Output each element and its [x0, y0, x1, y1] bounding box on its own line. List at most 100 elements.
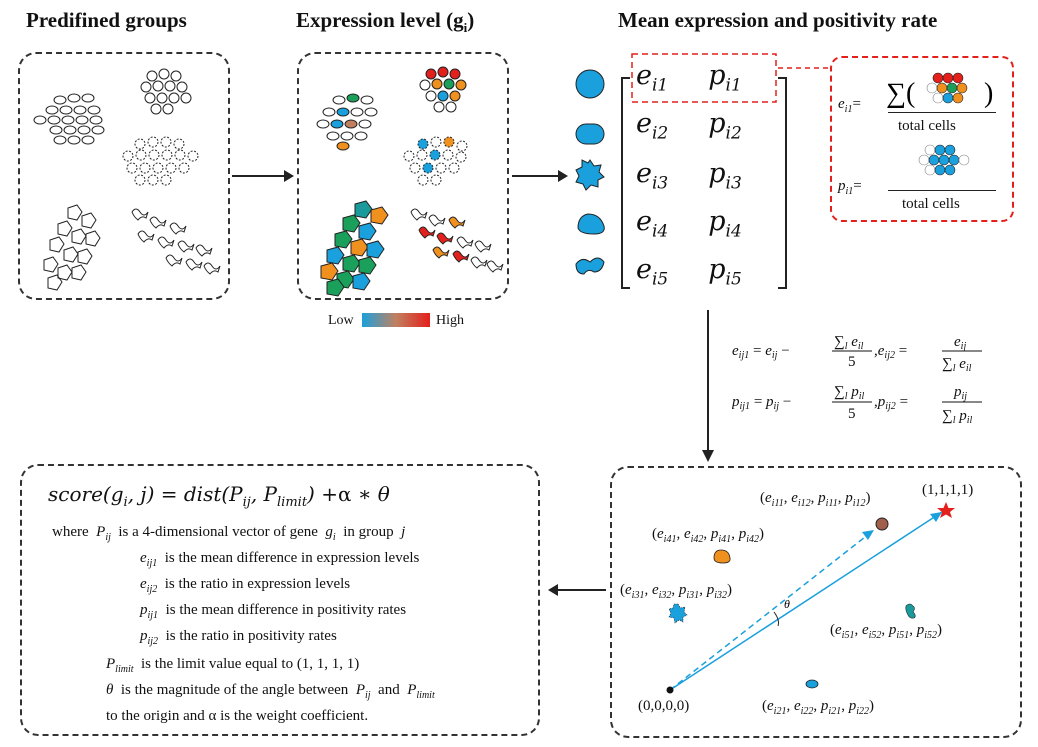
desc-pij1: pij1 is the mean difference in positivit…	[140, 602, 407, 621]
matrix-highlight-box	[631, 53, 777, 103]
limit-star	[937, 502, 955, 518]
svg-text:∑(: ∑(	[886, 78, 915, 109]
detail-p-denominator: total cells	[902, 196, 960, 212]
p-sub: i2	[725, 123, 742, 144]
arrow-left	[548, 584, 606, 596]
formula-e-line: eij1 = eij −	[732, 343, 790, 361]
detail-p-numerator	[918, 144, 970, 176]
title-predefined-groups: Predifined groups	[26, 8, 187, 32]
detail-e-numerator: ∑( )	[886, 72, 993, 109]
label-point-4: (ei41, ei42, pi41, pi42)	[652, 526, 764, 545]
matrix-row-4: ei4 pi4	[636, 206, 742, 241]
legend-low-label: Low	[328, 313, 354, 328]
score-formula: score(gi, j) = dist(Pij, Plimit) +α ∗ θ	[48, 482, 390, 510]
origin-label: (0,0,0,0)	[638, 698, 690, 714]
point-group-4	[713, 549, 731, 564]
label-point-1: (ei11, ei12, pi11, pi12)	[760, 490, 871, 509]
desc-pij2: pij2 is the ratio in positivity rates	[140, 628, 337, 647]
svg-text:∑l pil: ∑l pil	[942, 408, 973, 426]
legend-high-label: High	[436, 313, 464, 328]
desc-origin: to the origin and α is the weight coeffi…	[106, 708, 369, 724]
vector-space-plot: θ	[666, 502, 955, 694]
group-polygon-cells	[43, 204, 101, 291]
svg-text:5: 5	[848, 354, 856, 370]
desc-theta: θ is the magnitude of the angle between …	[106, 682, 435, 701]
svg-text:∑l eil: ∑l eil	[942, 356, 972, 374]
arrow-right-2	[512, 170, 568, 182]
e-sub: i5	[651, 269, 669, 290]
vector-space-panel: θ (1,1,1,1) (0,0,0,0) (ei11, ei12, pi11,…	[610, 466, 1022, 738]
formula-p-line: pij1 = pij −	[732, 394, 791, 412]
detail-e-denominator: total cells	[898, 118, 956, 134]
expr-gear-cells	[403, 136, 468, 186]
predefined-groups-panel	[18, 52, 230, 300]
expr-squiggle-cells	[410, 208, 504, 273]
origin-point	[666, 686, 674, 694]
detail-p-label: pi1=	[838, 178, 862, 197]
desc-plimit: Plimit is the limit value equal to (1, 1…	[106, 656, 360, 675]
where-line: where Pij is a 4-dimensional vector of g…	[52, 524, 406, 543]
detail-e-label: ei1=	[838, 96, 861, 115]
e-sub: i2	[651, 123, 669, 144]
arrow-right-1	[232, 170, 294, 182]
svg-text:pij: pij	[953, 384, 967, 402]
detail-connector	[778, 67, 830, 69]
e-cell: e	[636, 158, 652, 189]
squiggle-shape-icon	[575, 257, 605, 275]
oval-shape-icon	[575, 123, 605, 145]
p-sub: i3	[725, 173, 742, 194]
normalization-formulas: eij1 = eij − ∑l eil 5 ,eij2 = eij ∑l eil…	[732, 334, 982, 426]
p-cell: p	[708, 108, 726, 139]
title-mean-expression: Mean expression and positivity rate	[618, 8, 938, 32]
p-sub: i1	[725, 75, 742, 96]
vector-limit	[669, 511, 943, 691]
detail-box: ei1= ∑( ) total cells pi1= total cells	[830, 56, 1014, 222]
e-sub: i4	[651, 221, 669, 242]
title-expression-level: Expression level (gi)	[296, 8, 474, 36]
point-group-3	[668, 603, 688, 624]
expr-oval-cells	[316, 93, 378, 151]
point-group-2	[805, 679, 819, 689]
expression-level-panel	[297, 52, 509, 300]
p-sub: i4	[725, 221, 742, 242]
detail-p-fraction-bar	[888, 190, 996, 191]
gear-shape-icon	[575, 159, 605, 191]
label-point-5: (ei51, ei52, pi51, pi52)	[830, 622, 942, 641]
arrow-down	[702, 310, 714, 462]
p-cell: p	[708, 206, 726, 237]
svg-text:,pij2 =: ,pij2 =	[874, 394, 908, 412]
e-cell: e	[636, 60, 652, 91]
circle-shape-icon	[575, 69, 605, 99]
polygon-shape-icon	[577, 213, 605, 235]
svg-text:5: 5	[848, 406, 856, 422]
point-group-1	[875, 517, 889, 531]
formula-e2: ,eij2 =	[874, 343, 907, 361]
expr-polygon-cells	[320, 200, 389, 297]
e-cell: e	[636, 108, 652, 139]
predefined-groups-cells	[33, 68, 221, 291]
svg-text:∑l pil: ∑l pil	[834, 384, 865, 402]
p-sub: i5	[725, 269, 742, 290]
limit-label: (1,1,1,1)	[922, 482, 974, 498]
group-oval-cells	[33, 93, 105, 145]
svg-text:): )	[984, 78, 993, 109]
e-cell: e	[636, 206, 652, 237]
p-cell: p	[708, 254, 726, 285]
title-expression-sub: i	[463, 20, 468, 36]
e-sub: i3	[651, 173, 669, 194]
matrix-row-1: ei1 pi1	[636, 60, 742, 95]
matrix-row-5: ei5 pi5	[636, 254, 742, 289]
matrix-brackets	[621, 53, 787, 289]
theta-label: θ	[784, 597, 790, 611]
desc-eij1: eij1 is the mean difference in expressio…	[140, 550, 420, 569]
formula-e-num: ∑l eil	[834, 334, 864, 352]
theta-arc	[773, 611, 779, 627]
e-cell: e	[636, 254, 652, 285]
matrix-shape-icons	[575, 69, 605, 275]
vector-pij	[669, 529, 875, 691]
p-cell: p	[708, 158, 726, 189]
point-group-5	[905, 603, 916, 619]
label-point-2: (ei21, ei22, pi21, pi22)	[762, 698, 874, 717]
expr-circle-cells	[419, 66, 467, 113]
desc-eij2: eij2 is the ratio in expression levels	[140, 576, 351, 595]
